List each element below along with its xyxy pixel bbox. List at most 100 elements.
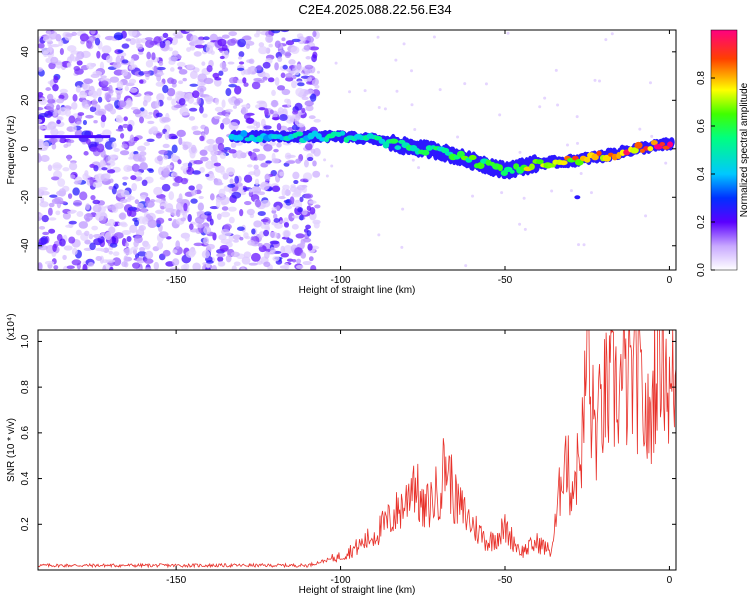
spectrogram-speckle [288, 65, 295, 69]
spectrogram-speckle [38, 67, 44, 72]
spectrogram-speckle [205, 173, 210, 177]
spectrogram-speckle [219, 244, 229, 252]
spectrogram-speckle [214, 77, 222, 81]
spectrogram-speckle [81, 83, 88, 90]
spectrogram-speckle [234, 85, 242, 95]
spectrogram-speckle [72, 94, 78, 102]
spectrogram-speckle [132, 262, 141, 269]
y-tick-label: 0.2 [20, 517, 31, 531]
spectrogram-speckle [113, 232, 124, 239]
spectrogram-speckle [94, 137, 104, 143]
spectrogram-speckle [112, 251, 120, 257]
spectrogram-speckle [38, 140, 45, 149]
spectrogram-speckle [144, 243, 151, 250]
spectrogram-speckle [267, 77, 275, 83]
spectrogram-speckle [48, 44, 53, 53]
spectrogram-ridge-blob [559, 160, 568, 166]
spectrogram-speckle [62, 254, 67, 260]
spectrogram-speckle [120, 133, 125, 139]
spectrogram-speckle [276, 142, 282, 148]
spectrogram-speckle [144, 250, 154, 259]
spectrogram-speckle [180, 165, 189, 172]
spectrogram-speckle [251, 81, 261, 90]
spectrogram-speckle [146, 138, 155, 142]
spectrogram-speckle [308, 256, 314, 262]
spectrogram-speckle [86, 40, 93, 49]
spectrogram-speckle [575, 115, 579, 119]
spectrogram-speckle [75, 85, 81, 93]
spectrogram-speckle [129, 209, 137, 218]
spectrogram-speckle [102, 129, 112, 137]
spectrogram-speckle [197, 202, 204, 211]
spectrogram-speckle [500, 191, 504, 195]
spectrogram-speckle [162, 143, 170, 149]
spectrogram-speckle [199, 135, 205, 142]
spectrogram-speckle [303, 228, 309, 233]
spectrogram-speckle [312, 170, 321, 178]
spectrogram-speckle [88, 90, 98, 97]
spectrogram-speckle [282, 64, 288, 70]
spectrogram-speckle [280, 245, 286, 254]
spectrogram-x-label: Height of straight line (km) [299, 285, 416, 296]
spectrogram-speckle [108, 250, 113, 255]
spectrogram-speckle [90, 30, 96, 35]
spectrogram-speckle [206, 243, 215, 250]
spectrogram-speckle [94, 37, 101, 46]
spectrogram-speckle [194, 44, 205, 49]
spectrogram-speckle [303, 44, 311, 51]
spectrogram-speckle [139, 162, 148, 171]
spectrogram-speckle [185, 250, 196, 258]
spectrogram-speckle [189, 83, 198, 87]
spectrogram-speckle [417, 166, 421, 170]
spectrogram-speckle [58, 188, 67, 197]
spectrogram-x-ticks: -150 -100 -50 0 [166, 30, 673, 286]
spectrogram-speckle [257, 211, 266, 217]
spectrogram-speckle [45, 87, 52, 91]
spectrogram-speckle [108, 84, 113, 92]
spectrogram-speckle [53, 75, 59, 84]
spectrogram-speckle [610, 32, 614, 36]
spectrogram-panel: -150 -100 -50 0 40 20 0 -20 -40 Height of strai… [6, 29, 677, 296]
spectrogram-speckle [114, 202, 124, 209]
spectrogram-speckle [146, 51, 152, 60]
spectrogram-speckle [143, 114, 153, 119]
spectrogram-speckle [83, 213, 93, 221]
spectrogram-speckle [216, 253, 226, 258]
spectrogram-speckle [209, 193, 215, 201]
spectrogram-speckle [193, 160, 204, 165]
spectrogram-speckle [91, 225, 99, 231]
spectrogram-speckle [241, 35, 252, 41]
spectrogram-speckle [58, 94, 65, 100]
y-tick-label: -20 [20, 190, 31, 205]
spectrogram-speckle [173, 104, 183, 109]
spectrogram-speckle [263, 125, 272, 130]
spectrogram-speckle [122, 176, 129, 180]
spectrogram-speckle [145, 39, 155, 49]
spectrogram-speckle [227, 61, 235, 65]
spectrogram-speckle [175, 209, 181, 218]
spectrogram-speckle [132, 153, 142, 162]
spectrogram-speckle [142, 70, 152, 75]
spectrogram-speckle [644, 214, 648, 218]
spectrogram-speckle [177, 66, 183, 70]
y-tick-label: -40 [20, 238, 31, 253]
spectrogram-speckle [227, 206, 237, 212]
spectrogram-speckle [170, 135, 179, 140]
spectrogram-speckle [144, 267, 152, 270]
spectrogram-speckle [167, 87, 176, 97]
spectrogram-speckle [293, 179, 299, 185]
spectrogram-speckle [66, 45, 77, 52]
spectrogram-speckle [272, 255, 280, 262]
spectrogram-speckle [38, 42, 45, 49]
spectrogram-speckle [325, 174, 329, 178]
spectrogram-speckle [124, 85, 129, 92]
spectrogram-y-label: Frequency (Hz) [6, 116, 17, 185]
spectrogram-ridge-blob [650, 140, 658, 146]
spectrogram-speckle [65, 224, 73, 228]
spectrogram-speckle [187, 213, 192, 223]
spectrogram-speckle [233, 99, 241, 106]
spectrogram-speckle [83, 151, 89, 156]
spectrogram-speckle [115, 116, 124, 123]
spectrogram-speckle [192, 125, 199, 130]
spectrogram-speckle [74, 68, 84, 75]
